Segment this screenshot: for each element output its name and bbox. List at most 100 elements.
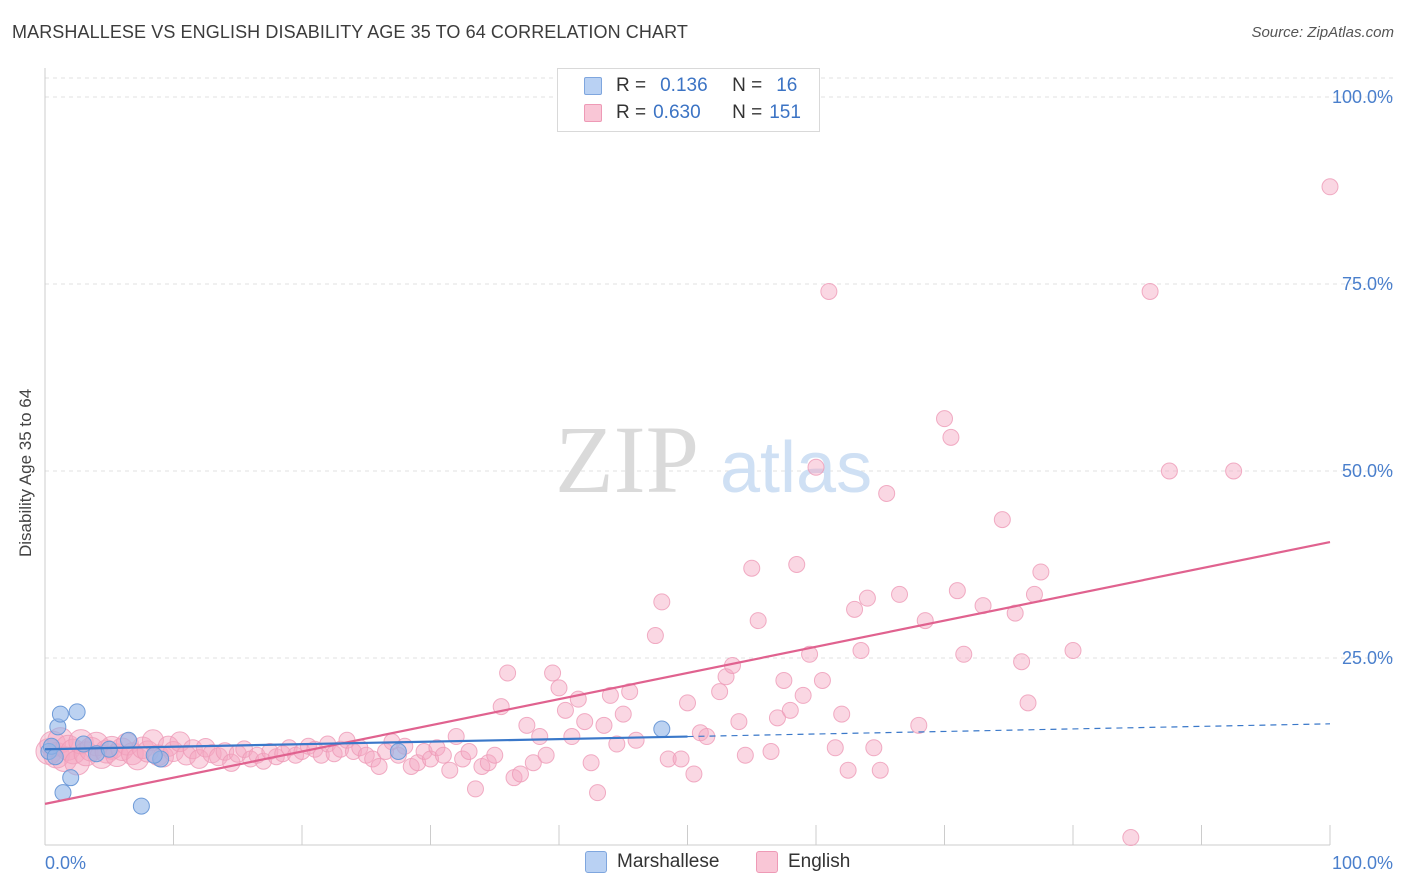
english-point <box>531 728 549 746</box>
english-point <box>653 593 671 611</box>
english-point <box>370 757 388 775</box>
english-point <box>813 671 831 689</box>
english-point <box>434 746 452 764</box>
y-tick-label: 50.0% <box>1342 461 1393 481</box>
english-point <box>711 683 729 701</box>
english-point <box>518 716 536 734</box>
english-point <box>544 664 562 682</box>
english-point <box>608 735 626 753</box>
english-point <box>1160 462 1178 480</box>
marshallese-point <box>653 720 671 738</box>
english-point <box>891 585 909 603</box>
legend-r-label: R = <box>616 75 647 96</box>
english-swatch <box>756 851 778 873</box>
english-point <box>942 428 960 446</box>
english-point <box>595 716 613 734</box>
axes <box>44 68 1331 846</box>
stats-legend: R = 0.136 N = 16 R = 0.630 N = 151 <box>557 68 820 132</box>
marshallese-point <box>51 705 69 723</box>
legend-r-value: 0.136 <box>660 75 708 96</box>
bottom-legend-marshallese: Marshallese <box>585 851 719 873</box>
english-point <box>858 589 876 607</box>
chart-source: Source: ZipAtlas.com <box>1251 24 1394 41</box>
english-point <box>781 701 799 719</box>
legend-label-english: English <box>788 851 851 872</box>
english-point <box>563 728 581 746</box>
legend-n-label: N = <box>732 102 763 123</box>
english-point <box>865 739 883 757</box>
english-point <box>788 556 806 573</box>
trend-lines <box>44 540 1331 805</box>
english-point <box>948 582 966 600</box>
english-point <box>801 645 819 663</box>
y-tick-label: 75.0% <box>1342 274 1393 294</box>
english-swatch <box>584 104 602 122</box>
english-point <box>762 743 780 760</box>
english-point <box>550 679 568 697</box>
english-point <box>1019 694 1037 712</box>
x-tick-label: 0.0% <box>45 853 86 873</box>
english-point <box>820 282 838 300</box>
english-point <box>839 761 857 779</box>
english-point <box>672 750 690 768</box>
english-point <box>537 746 555 764</box>
marshallese-point <box>68 703 86 721</box>
tick-labels: 100.0% 75.0% 50.0% 25.0% 0.0% 100.0% <box>45 87 1393 873</box>
english-point <box>794 686 812 704</box>
english-point <box>511 765 529 783</box>
english-point <box>685 765 703 783</box>
english-point <box>878 484 896 502</box>
english-point <box>1321 178 1339 196</box>
english-point <box>627 731 645 749</box>
marshallese-swatch <box>584 77 602 95</box>
chart-title: MARSHALLESE VS ENGLISH DISABILITY AGE 35… <box>12 22 688 42</box>
marshallese-trend-extension <box>687 723 1331 738</box>
english-point <box>589 784 607 802</box>
english-point <box>601 686 619 704</box>
english-point <box>955 645 973 663</box>
english-point <box>659 750 677 768</box>
x-tick-label: 100.0% <box>1332 853 1393 873</box>
english-point <box>576 713 594 731</box>
english-point <box>846 600 864 618</box>
english-point <box>749 612 767 630</box>
english-point <box>826 739 844 757</box>
english-point <box>743 559 761 577</box>
legend-n-value: 151 <box>769 102 801 123</box>
english-point <box>1122 829 1140 847</box>
english-point <box>833 705 851 723</box>
english-point <box>807 458 825 476</box>
y-tick-label: 25.0% <box>1342 648 1393 668</box>
legend-label-marshallese: Marshallese <box>617 851 720 872</box>
english-point <box>768 709 786 727</box>
legend-n-value: 16 <box>776 75 798 96</box>
bottom-legend-english: English <box>756 851 850 873</box>
english-point <box>1225 462 1243 480</box>
legend-row-marshallese: R = 0.136 N = 16 <box>584 73 797 99</box>
svg-text:atlas: atlas <box>720 428 872 508</box>
english-trend-line <box>44 540 1331 805</box>
legend-row-english: R = 0.630 N = 151 <box>584 100 801 126</box>
english-point <box>499 664 517 682</box>
english-point <box>730 713 748 731</box>
english-point <box>460 743 478 760</box>
english-point <box>524 754 542 772</box>
english-point <box>993 511 1011 529</box>
english-point <box>871 761 889 779</box>
marshallese-trend-line <box>44 735 688 751</box>
english-point <box>775 671 793 689</box>
english-point <box>582 754 600 772</box>
english-point <box>1032 563 1050 581</box>
english-point <box>679 694 696 712</box>
english-point <box>614 705 632 723</box>
english-point <box>466 780 484 798</box>
marshallese-point <box>62 769 80 787</box>
legend-r-label: R = <box>616 102 647 123</box>
marshallese-point <box>46 748 64 766</box>
english-point <box>486 746 504 764</box>
english-point <box>852 642 870 660</box>
english-point <box>1141 282 1159 300</box>
legend-r-value: 0.630 <box>653 102 701 123</box>
english-point <box>1013 653 1031 671</box>
marshallese-point <box>132 797 150 815</box>
